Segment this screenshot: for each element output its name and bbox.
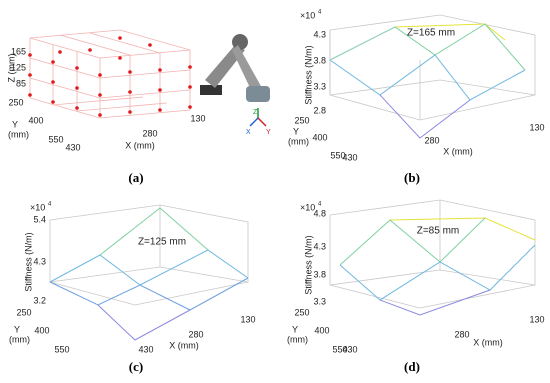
stiffness-label: Stiffness (N/m) (303, 235, 313, 294)
caption: (a) (128, 170, 143, 185)
x-tick-label: 280 (424, 135, 439, 145)
panel-b: ×10 4 4.3 3.8 3.3 2.8 Stiffness (N/m) Z=… (288, 10, 545, 185)
y-tick-label: 250 (16, 307, 31, 317)
z-tick-label: 3.8 (313, 269, 326, 279)
scale-exponent: 4 (318, 202, 322, 208)
robot-arm (200, 34, 270, 127)
y-axis-label: (mm) (287, 334, 308, 344)
x-tick-label: 280 (454, 329, 469, 339)
panel-d: ×10 4 4.8 4.3 3.8 3.3 Stiffness (N/m) Z=… (287, 199, 545, 374)
x-tick-label: 430 (65, 142, 80, 152)
caption: (b) (404, 170, 420, 185)
caption: (c) (129, 359, 143, 374)
z-tick-label: 2.8 (313, 105, 326, 115)
y-tick-label: 550 (48, 134, 63, 144)
z-tick-label: 85 (16, 78, 26, 88)
plane-label: Z=85 mm (417, 226, 460, 237)
z-tick-label: 3.8 (313, 55, 326, 65)
y-tick-label: 400 (312, 132, 327, 142)
z-tick-label: 3.2 (33, 295, 46, 305)
scale-base: ×10 (30, 202, 45, 212)
x-tick-label: 430 (342, 344, 357, 354)
stiffness-label: Stiffness (N/m) (23, 232, 33, 291)
z-tick-label: 4.3 (313, 29, 326, 39)
z-tick-label: 4.8 (313, 208, 326, 218)
y-tick-label: 250 (294, 115, 309, 125)
x-tick-label: 130 (190, 113, 205, 123)
robot-axis-label: Y (266, 129, 271, 136)
grid-points (28, 36, 192, 117)
robot-axis-label: X (246, 129, 251, 136)
y-tick-label: 250 (8, 97, 23, 107)
z-tick-label: 165 (11, 46, 26, 56)
y-axis-label: (mm) (288, 136, 309, 146)
stiffness-label: Stiffness (N/m) (303, 45, 313, 104)
y-tick-label: 550 (332, 344, 347, 354)
y-axis-label: Y (14, 324, 20, 334)
y-tick-label: 550 (54, 344, 69, 354)
y-axis-label: Y (292, 324, 298, 334)
plane-label: Z=125 mm (138, 237, 186, 248)
z-tick-label: 4.3 (313, 241, 326, 251)
x-axis-label: X (mm) (169, 340, 199, 350)
z-tick-label: 5.4 (33, 214, 46, 224)
y-tick-label: 250 (294, 307, 309, 317)
x-axis-label: X (mm) (443, 146, 473, 156)
z-tick-label: 3.3 (313, 81, 326, 91)
x-axis-label: X (mm) (473, 337, 503, 347)
x-tick-label: 130 (240, 314, 255, 324)
x-tick-label: 430 (138, 344, 153, 354)
y-tick-label: 400 (28, 115, 43, 125)
x-tick-label: 280 (142, 128, 157, 138)
y-tick-label: 400 (314, 325, 329, 335)
panel-a: Z X Y Z (mm) 165 125 85 250 400 550 Y (m… (6, 29, 271, 185)
y-axis-label: (mm) (8, 129, 29, 139)
z-tick-label: 3.3 (313, 296, 326, 306)
y-tick-label: 550 (330, 150, 345, 160)
caption: (d) (404, 359, 420, 374)
y-axis-label: (mm) (9, 334, 30, 344)
y-axis-label: Y (12, 119, 18, 129)
x-tick-label: 130 (529, 314, 544, 324)
z-axis-label: Z (mm) (6, 54, 16, 83)
scale-base: ×10 (300, 202, 315, 212)
x-axis-label: X (mm) (125, 140, 155, 150)
scale-base: ×10 (300, 10, 315, 20)
scale-exponent: 4 (318, 10, 322, 16)
x-tick-label: 280 (188, 329, 203, 339)
scale-exponent: 4 (48, 202, 52, 208)
x-tick-label: 430 (342, 152, 357, 162)
y-tick-label: 400 (34, 325, 49, 335)
x-tick-label: 130 (529, 122, 544, 132)
z-tick-label: 125 (11, 62, 26, 72)
plane-label: Z=165 mm (407, 28, 455, 39)
robot-axis-label: Z (253, 109, 258, 116)
y-axis-label: Y (293, 126, 299, 136)
panel-c: ×10 4 5.4 4.3 3.2 Stiffness (N/m) Z=125 … (9, 202, 256, 374)
z-tick-label: 4.3 (33, 256, 46, 266)
